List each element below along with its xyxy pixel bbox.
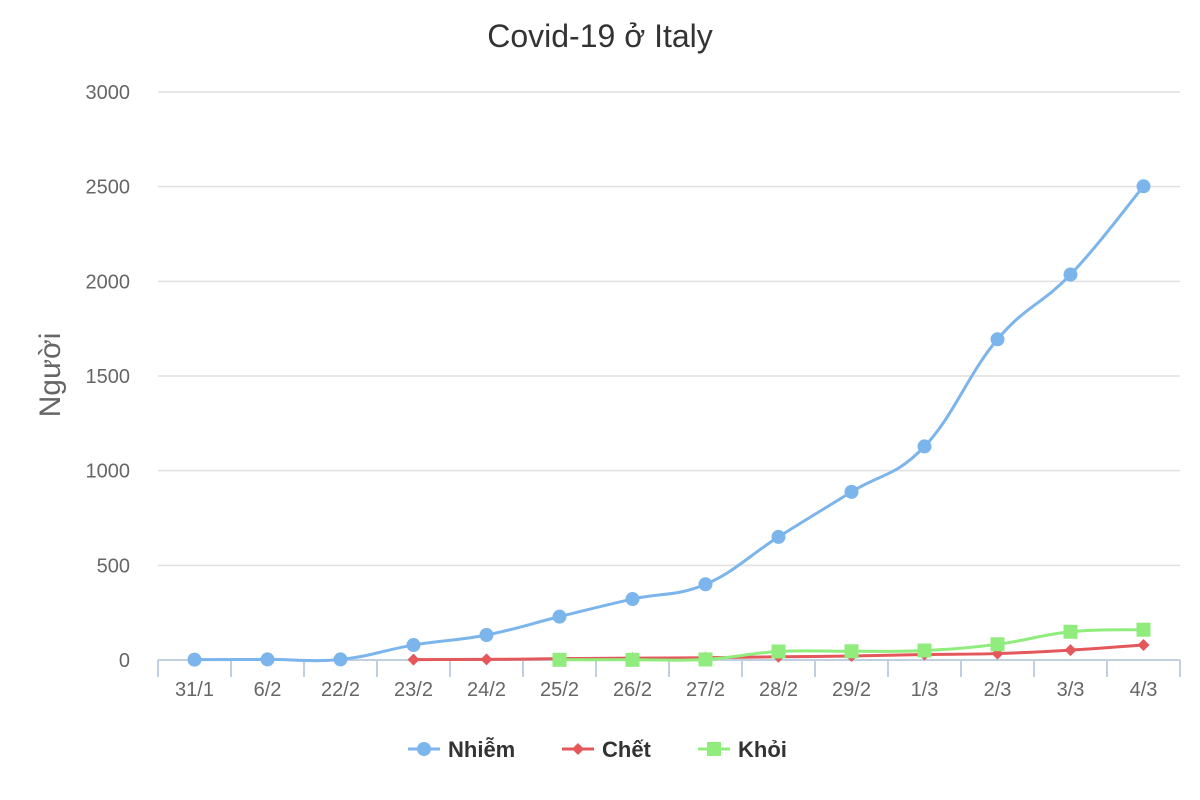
data-point xyxy=(406,638,421,653)
x-tick-label: 31/1 xyxy=(175,679,214,701)
data-point xyxy=(1064,644,1077,657)
x-tick-label: 1/3 xyxy=(911,679,939,701)
data-point xyxy=(1063,267,1078,282)
legend: Nhiễm Chết Khỏi xyxy=(408,737,787,762)
x-tick-label: 3/3 xyxy=(1057,679,1085,701)
legend-item[interactable]: Nhiễm xyxy=(408,737,515,762)
data-point xyxy=(698,577,713,592)
data-point xyxy=(844,644,859,659)
data-point xyxy=(1137,639,1150,652)
legend-marker xyxy=(417,742,431,756)
data-point xyxy=(990,332,1005,347)
data-point xyxy=(917,439,932,454)
legend-label: Chết xyxy=(602,737,652,762)
legend-item[interactable]: Khỏi xyxy=(698,737,787,762)
x-tick-label: 23/2 xyxy=(394,679,433,701)
data-point xyxy=(771,644,786,659)
data-point xyxy=(1063,624,1078,639)
x-tick-label: 25/2 xyxy=(540,679,579,701)
data-point xyxy=(187,652,202,667)
x-axis-ticks: 31/1 6/2 22/2 23/2 24/2 25/2 26/2 27/2 28/2 29/2 1… xyxy=(157,659,1181,701)
data-point xyxy=(260,652,275,667)
x-tick-label: 22/2 xyxy=(321,679,360,701)
legend-label: Khỏi xyxy=(738,737,787,762)
data-point xyxy=(552,652,567,667)
y-tick-label: 2000 xyxy=(86,271,131,293)
legend-marker xyxy=(707,742,721,756)
data-point xyxy=(479,628,494,643)
data-point xyxy=(407,653,420,666)
y-tick-label: 1500 xyxy=(86,366,131,388)
y-tick-label: 500 xyxy=(97,555,130,577)
data-point xyxy=(333,652,348,667)
x-tick-label: 26/2 xyxy=(613,679,652,701)
y-tick-label: 0 xyxy=(119,650,130,672)
y-tick-label: 2500 xyxy=(86,177,131,199)
x-tick-label: 2/3 xyxy=(984,679,1012,701)
x-tick-label: 4/3 xyxy=(1130,679,1158,701)
chart-title: Covid-19 ở Italy xyxy=(487,18,713,54)
data-point xyxy=(625,592,640,607)
data-point xyxy=(698,652,713,667)
data-point xyxy=(771,529,786,544)
data-point xyxy=(552,609,567,624)
data-point xyxy=(917,643,932,658)
x-tick-label: 27/2 xyxy=(686,679,725,701)
data-point xyxy=(844,484,859,499)
series-layer xyxy=(187,179,1151,667)
data-point xyxy=(625,652,640,667)
y-axis-ticks: 0 500 1000 1500 2000 2500 3000 xyxy=(86,82,131,672)
x-tick-label: 29/2 xyxy=(832,679,871,701)
x-tick-label: 6/2 xyxy=(254,679,282,701)
series-line xyxy=(193,184,1145,663)
x-tick-label: 24/2 xyxy=(467,679,506,701)
legend-marker xyxy=(572,743,584,755)
data-point xyxy=(480,653,493,666)
y-tick-label: 3000 xyxy=(86,82,131,104)
data-point xyxy=(990,637,1005,652)
data-point xyxy=(1136,622,1151,637)
y-axis-label: Người xyxy=(34,333,67,418)
legend-label: Nhiễm xyxy=(448,737,515,762)
series-0 xyxy=(187,179,1151,667)
series-2 xyxy=(552,622,1151,667)
data-point xyxy=(1136,179,1151,194)
x-tick-label: 28/2 xyxy=(759,679,798,701)
grid-lines xyxy=(158,91,1180,567)
legend-item[interactable]: Chết xyxy=(562,737,652,762)
y-tick-label: 1000 xyxy=(86,461,131,483)
